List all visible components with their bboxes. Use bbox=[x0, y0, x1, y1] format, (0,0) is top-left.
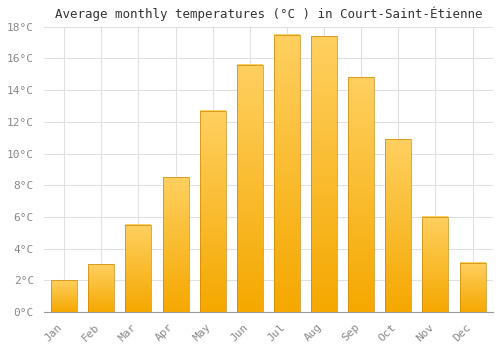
Bar bbox=[460, 263, 485, 312]
Bar bbox=[88, 264, 114, 312]
Bar bbox=[274, 35, 300, 312]
Bar bbox=[386, 139, 411, 312]
Title: Average monthly temperatures (°C ) in Court-Saint-Étienne: Average monthly temperatures (°C ) in Co… bbox=[54, 7, 482, 21]
Bar bbox=[51, 280, 77, 312]
Bar bbox=[200, 111, 226, 312]
Bar bbox=[237, 65, 263, 312]
Bar bbox=[162, 177, 188, 312]
Bar bbox=[311, 36, 337, 312]
Bar bbox=[348, 77, 374, 312]
Bar bbox=[126, 225, 152, 312]
Bar bbox=[422, 217, 448, 312]
